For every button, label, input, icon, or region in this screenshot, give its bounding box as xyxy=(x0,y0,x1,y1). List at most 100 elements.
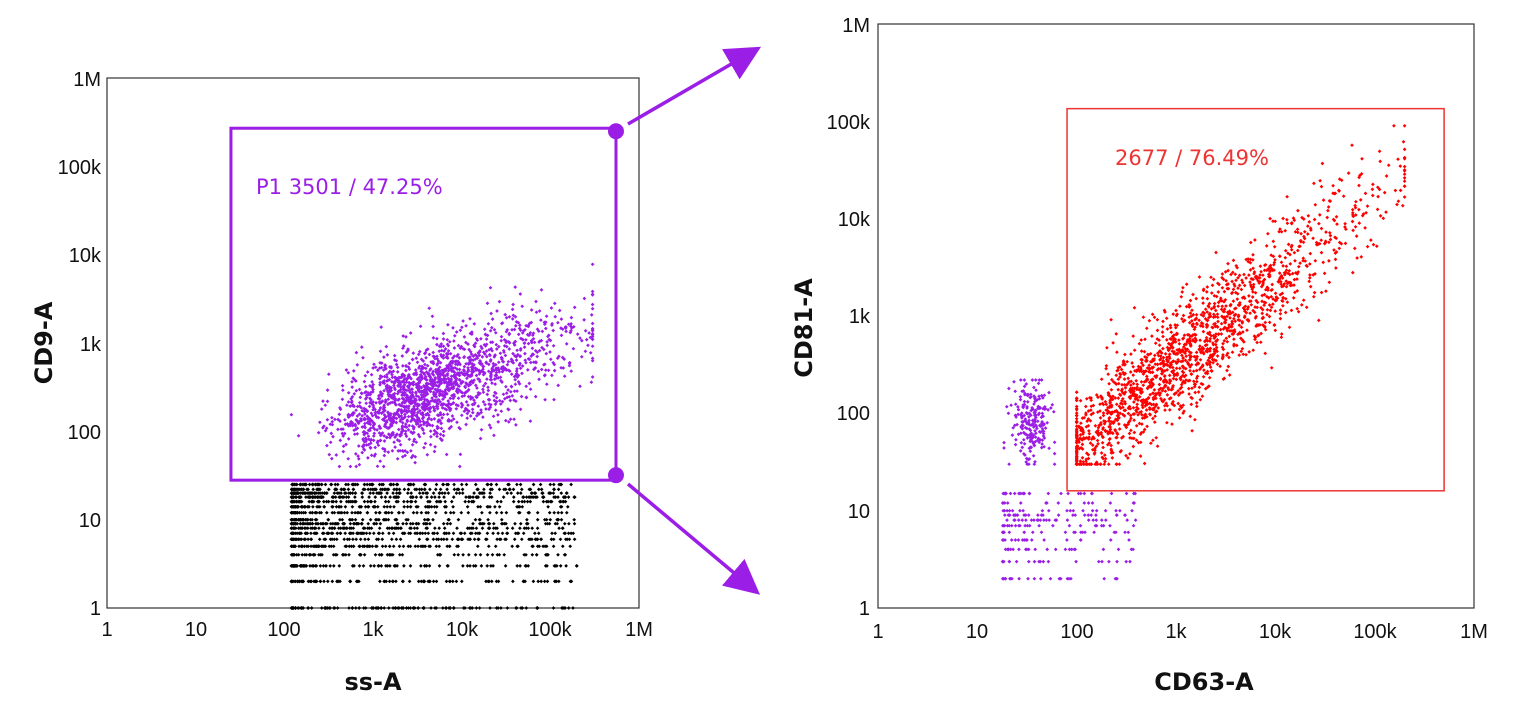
event-point-p1 xyxy=(495,309,499,313)
event-point-ungated xyxy=(499,499,503,504)
event-point-ungated xyxy=(404,521,409,526)
event-point-ungated xyxy=(451,504,455,509)
event-point-double-positive xyxy=(1201,301,1205,305)
event-point-ungated xyxy=(352,521,357,526)
event-point-ungated xyxy=(309,531,313,536)
event-point-p1 xyxy=(429,434,433,439)
event-point-double-positive xyxy=(1328,233,1333,238)
event-point-double-positive xyxy=(1268,216,1272,221)
event-point-cd81-low xyxy=(1116,547,1121,552)
event-point-p1 xyxy=(431,350,436,355)
event-point-double-positive xyxy=(1312,290,1317,295)
event-point-p1 xyxy=(451,326,455,330)
event-point-double-positive xyxy=(1164,338,1169,342)
event-point-ungated xyxy=(451,510,456,515)
event-point-p1 xyxy=(496,360,501,365)
event-point-ungated xyxy=(456,544,461,549)
event-point-p1 xyxy=(363,384,368,389)
event-point-ungated xyxy=(511,495,516,499)
event-point-ungated xyxy=(490,552,495,557)
event-point-p1 xyxy=(528,387,533,392)
event-point-double-positive xyxy=(1401,139,1406,144)
event-point-ungated xyxy=(559,517,564,522)
event-point-p1 xyxy=(578,384,582,389)
event-point-ungated xyxy=(378,521,383,526)
event-point-ungated xyxy=(298,526,303,531)
event-point-cd81-low xyxy=(1091,518,1096,522)
event-point-ungated xyxy=(377,526,382,531)
event-point-ungated xyxy=(556,487,561,492)
event-point-double-positive xyxy=(1111,341,1115,345)
event-point-p1 xyxy=(533,394,538,399)
event-point-ungated xyxy=(324,510,329,515)
event-point-ungated xyxy=(408,544,413,549)
event-point-double-positive xyxy=(1194,404,1199,409)
event-point-ungated xyxy=(454,491,459,495)
event-point-ungated xyxy=(516,499,521,504)
event-point-double-positive xyxy=(1333,257,1338,262)
event-point-ungated xyxy=(367,482,372,487)
event-point-ungated xyxy=(516,510,521,515)
event-point-cd81-low xyxy=(1016,518,1021,522)
event-point-p1 xyxy=(338,438,343,443)
event-point-ungated xyxy=(534,552,539,557)
event-point-ungated xyxy=(299,544,304,549)
event-point-p1 xyxy=(404,368,408,373)
event-point-cd63-negative xyxy=(1014,437,1018,442)
gate-p1-handle-bottom-right[interactable] xyxy=(607,467,624,484)
gate-p1-handle-top-right[interactable] xyxy=(607,123,624,140)
event-point-cd81-low xyxy=(1059,491,1063,496)
event-point-ungated xyxy=(413,544,418,549)
event-point-double-positive xyxy=(1131,373,1136,377)
event-point-p1 xyxy=(549,306,554,310)
event-point-ungated xyxy=(394,499,399,504)
event-point-ungated xyxy=(362,487,367,492)
event-point-ungated xyxy=(558,564,563,568)
event-point-double-positive xyxy=(1114,402,1119,407)
event-point-ungated xyxy=(534,537,538,542)
event-point-cd81-low xyxy=(1083,530,1087,535)
event-point-ungated xyxy=(368,491,373,495)
event-point-p1 xyxy=(470,407,475,412)
event-point-p1 xyxy=(430,314,435,319)
event-point-ungated xyxy=(309,579,314,584)
event-point-double-positive xyxy=(1230,279,1234,284)
event-point-ungated xyxy=(419,510,424,515)
event-point-double-positive xyxy=(1161,346,1165,351)
event-point-ungated xyxy=(541,499,546,504)
event-point-ungated xyxy=(525,499,530,504)
event-point-double-positive xyxy=(1277,254,1282,258)
event-point-p1 xyxy=(569,369,574,373)
event-point-ungated xyxy=(307,491,312,495)
event-point-cd63-negative xyxy=(1016,405,1020,409)
event-point-p1 xyxy=(556,320,560,325)
event-point-ungated xyxy=(442,531,447,536)
event-point-double-positive xyxy=(1266,231,1270,236)
event-point-ungated xyxy=(482,495,486,499)
event-point-double-positive xyxy=(1177,341,1182,346)
x-tick-label: 10k xyxy=(446,619,479,641)
event-point-ungated xyxy=(530,495,534,499)
event-point-ungated xyxy=(400,579,405,584)
event-point-ungated xyxy=(292,579,296,584)
event-point-p1 xyxy=(590,356,595,361)
event-point-ungated xyxy=(293,487,298,492)
event-point-p1 xyxy=(494,395,499,400)
event-point-cd81-low xyxy=(1063,547,1068,552)
event-point-ungated xyxy=(320,491,325,495)
event-point-ungated xyxy=(559,510,564,515)
event-point-ungated xyxy=(440,606,445,610)
event-point-double-positive xyxy=(1169,330,1174,335)
event-point-p1 xyxy=(486,385,490,390)
event-point-ungated xyxy=(423,531,428,536)
event-point-ungated xyxy=(535,606,539,610)
event-point-double-positive xyxy=(1220,272,1225,276)
event-point-ungated xyxy=(511,579,515,584)
event-point-ungated xyxy=(385,491,389,495)
event-point-double-positive xyxy=(1283,310,1288,315)
event-point-double-positive xyxy=(1227,355,1231,360)
event-point-ungated xyxy=(505,606,510,610)
x-tick-label: 10 xyxy=(185,619,207,641)
event-point-p1 xyxy=(373,445,378,450)
plot1-y-ticks: 1 10 100 1k 10k 100k 1M xyxy=(58,69,102,620)
